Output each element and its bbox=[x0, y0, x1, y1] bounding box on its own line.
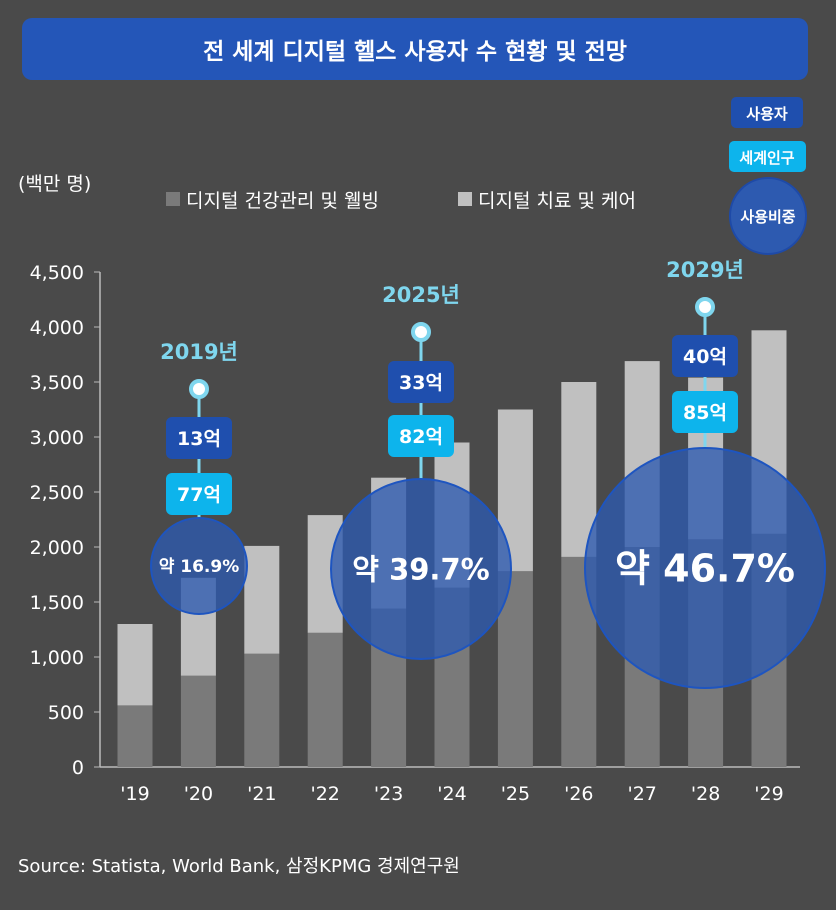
y-tick-label: 4,500 bbox=[30, 262, 84, 284]
x-tick-label: '22 bbox=[310, 783, 339, 805]
share-circle bbox=[584, 447, 826, 689]
year-label: 2029년 bbox=[666, 258, 744, 282]
bar-wellness-3 bbox=[307, 632, 343, 767]
x-tick-label: '29 bbox=[754, 783, 783, 805]
users-label: 33억 bbox=[399, 372, 443, 394]
x-tick-label: '24 bbox=[437, 783, 466, 805]
share-label: 약 39.7% bbox=[352, 552, 489, 586]
x-tick-label: '28 bbox=[691, 783, 720, 805]
chart-title: 전 세계 디지털 헬스 사용자 수 현황 및 전망 bbox=[203, 39, 627, 65]
x-tick-label: '25 bbox=[501, 783, 530, 805]
year-label: 2025년 bbox=[382, 283, 460, 307]
x-tick-label: '27 bbox=[627, 783, 656, 805]
y-tick-label: 500 bbox=[48, 702, 84, 724]
source-note: Source: Statista, World Bank, 삼정KPMG 경제연… bbox=[18, 856, 460, 877]
population-label: 82억 bbox=[399, 426, 443, 448]
y-tick-label: 2,000 bbox=[30, 537, 84, 559]
y-tick-label: 3,500 bbox=[30, 372, 84, 394]
key-share-label: 사용비중 bbox=[740, 208, 795, 226]
y-tick-label: 1,500 bbox=[30, 592, 84, 614]
x-tick-label: '19 bbox=[120, 783, 149, 805]
key-population-label: 세계인구 bbox=[739, 149, 794, 167]
key-population-box bbox=[729, 141, 806, 172]
bar-therapy-2 bbox=[244, 545, 280, 654]
population-box bbox=[672, 391, 738, 433]
users-box bbox=[166, 417, 232, 459]
callout-2: 약 46.7% 2029년 40억 85억 bbox=[584, 258, 826, 689]
bar-wellness-2 bbox=[244, 653, 280, 767]
users-box bbox=[388, 361, 454, 403]
x-tick-label: '26 bbox=[564, 783, 593, 805]
title-banner bbox=[22, 18, 808, 80]
x-tick-label: '20 bbox=[184, 783, 213, 805]
bar-wellness-0 bbox=[117, 705, 153, 767]
bar-therapy-7 bbox=[561, 382, 597, 557]
users-label: 40억 bbox=[683, 346, 727, 368]
pin-icon bbox=[189, 379, 209, 399]
users-box bbox=[672, 335, 738, 377]
key-users-label: 사용자 bbox=[746, 105, 788, 123]
legend-swatch-wellness bbox=[166, 192, 180, 206]
users-label: 13억 bbox=[177, 428, 221, 450]
legend-swatch-therapy bbox=[458, 192, 472, 206]
share-label: 약 46.7% bbox=[615, 547, 795, 591]
bar-therapy-0 bbox=[117, 624, 153, 706]
y-tick-label: 2,500 bbox=[30, 482, 84, 504]
pin-icon bbox=[695, 297, 715, 317]
callout-0: 약 16.9% 2019년 13억 77억 bbox=[150, 340, 248, 615]
y-tick-label: 4,000 bbox=[30, 317, 84, 339]
bar-wellness-1 bbox=[180, 675, 216, 767]
year-label: 2019년 bbox=[160, 340, 238, 364]
callout-1: 약 39.7% 2025년 33억 82억 bbox=[330, 283, 512, 660]
y-tick-label: 0 bbox=[72, 757, 84, 779]
y-tick-label: 1,000 bbox=[30, 647, 84, 669]
share-circle bbox=[150, 517, 248, 615]
x-tick-label: '23 bbox=[374, 783, 403, 805]
pin-icon bbox=[411, 322, 431, 342]
population-box bbox=[388, 415, 454, 457]
legend-label-therapy: 디지털 치료 및 케어 bbox=[478, 190, 636, 212]
population-label: 85억 bbox=[683, 402, 727, 424]
y-tick-label: 3,000 bbox=[30, 427, 84, 449]
population-label: 77억 bbox=[177, 484, 221, 506]
share-label: 약 16.9% bbox=[159, 556, 240, 577]
key-users-box bbox=[731, 97, 803, 128]
share-circle bbox=[330, 478, 512, 660]
x-tick-label: '21 bbox=[247, 783, 276, 805]
legend-label-wellness: 디지털 건강관리 및 웰빙 bbox=[186, 190, 379, 212]
legend: 디지털 건강관리 및 웰빙 디지털 치료 및 케어 bbox=[166, 190, 636, 212]
key-share-circle bbox=[729, 177, 807, 255]
key: 사용자 세계인구 사용비중 bbox=[729, 97, 807, 255]
population-box bbox=[166, 473, 232, 515]
unit-label: (백만 명) bbox=[18, 173, 91, 195]
